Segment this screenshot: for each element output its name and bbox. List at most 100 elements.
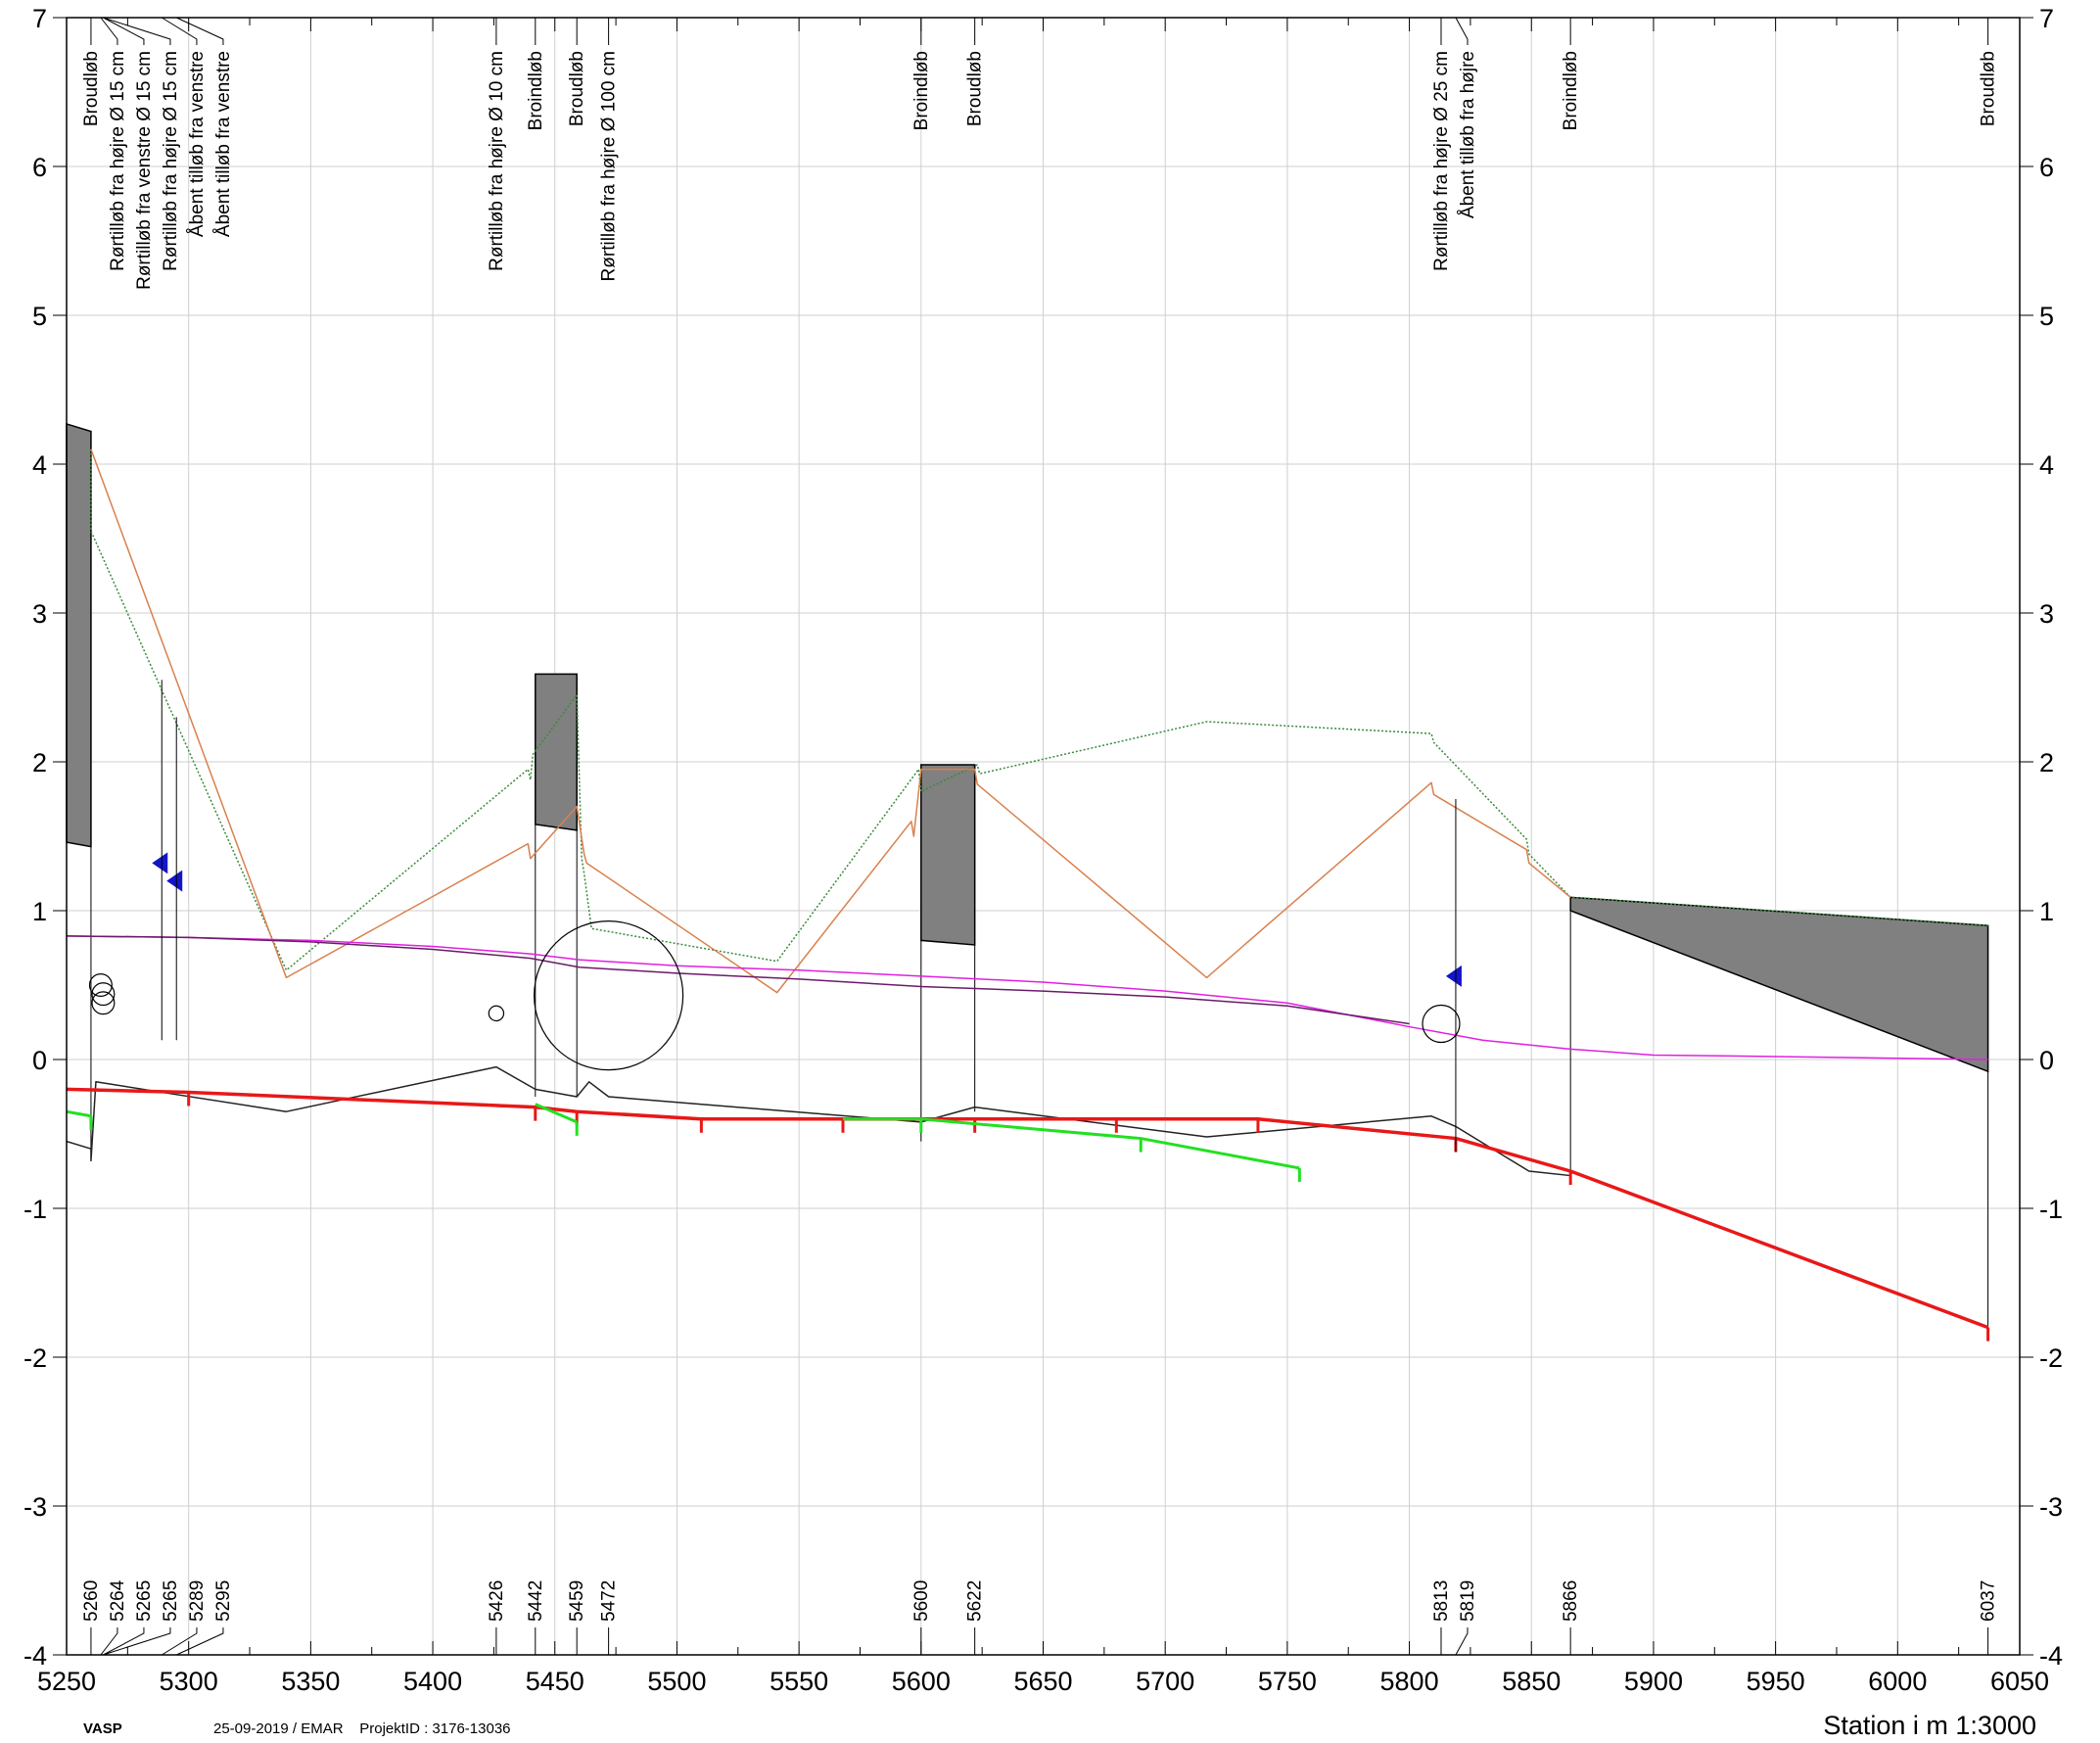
grid: [67, 18, 2020, 1655]
footer-meta: 25-09-2019 / EMAR ProjektID : 3176-13036: [213, 1720, 511, 1737]
x-tick-label: 5850: [1502, 1667, 1561, 1696]
station-label: 5866: [1561, 1580, 1581, 1622]
annotation-label: Åbent tilløb fra venstre: [187, 51, 208, 237]
y-tick-label-left: -4: [23, 1641, 47, 1671]
station-leader: [100, 1627, 118, 1656]
annotation-leader: [103, 17, 171, 45]
station-label: 5289: [187, 1580, 208, 1622]
annotation-leader: [1455, 17, 1469, 45]
y-tick-label-right: 2: [2039, 748, 2054, 777]
annotation-label: Broindløb: [911, 51, 932, 130]
station-label: 5600: [911, 1580, 932, 1622]
x-tick-label: 5350: [281, 1667, 340, 1696]
profile-series: [67, 448, 1990, 1342]
station-label: 5459: [567, 1580, 587, 1622]
open-inlet-marker: [152, 852, 168, 874]
annotation-label: Broindløb: [526, 51, 546, 130]
annotation-label: Broudløb: [1979, 51, 1999, 126]
y-tick-label-left: 2: [32, 748, 47, 777]
station-leader: [176, 1627, 224, 1656]
x-tick-label: 5600: [892, 1667, 951, 1696]
profile-series-line: [90, 448, 1571, 994]
y-tick-label-right: -4: [2039, 1641, 2063, 1671]
station-vertical-lines: [161, 680, 1457, 1153]
x-tick-label: 5750: [1258, 1667, 1317, 1696]
x-tick-label: 5650: [1013, 1667, 1072, 1696]
x-tick-label: 5950: [1747, 1667, 1805, 1696]
x-tick-label: 6050: [1990, 1667, 2049, 1696]
y-tick-label-left: 1: [32, 897, 47, 926]
y-tick-label-left: 4: [32, 450, 47, 480]
profile-series-line: [90, 448, 1988, 971]
x-tick-label: 5500: [647, 1667, 706, 1696]
annotation-label: Rørtilløb fra højre Ø 15 cm: [108, 51, 128, 271]
y-tick-label-left: 0: [32, 1046, 47, 1075]
annotation-leader: [161, 17, 198, 45]
station-label: 5819: [1458, 1580, 1478, 1622]
profile-series-line: [535, 1103, 578, 1124]
x-tick-label: 5550: [770, 1667, 828, 1696]
pipe-inlet-circle: [1422, 1004, 1461, 1044]
bridge-sections: [66, 422, 1989, 1328]
y-tick-label-right: 0: [2039, 1046, 2054, 1075]
station-label: 5295: [213, 1580, 234, 1622]
open-inlet-marker: [1445, 965, 1462, 987]
profile-series-line: [67, 935, 1988, 1060]
station-label: 5813: [1431, 1580, 1452, 1622]
station-label: 5442: [526, 1580, 546, 1622]
y-tick-label-left: 3: [32, 599, 47, 629]
station-label: 5426: [487, 1580, 507, 1622]
x-tick-label: 5300: [160, 1667, 218, 1696]
top-annotations: Broudløb Rørtilløb fra højre Ø 15 cm Rørti…: [81, 17, 1999, 290]
y-tick-label-right: 1: [2039, 897, 2054, 926]
bridge-deck: [66, 422, 92, 848]
annotation-label: Åbent tilløb fra højre: [1458, 51, 1478, 218]
x-tick-label: 5700: [1136, 1667, 1194, 1696]
pipe-inlets: [88, 920, 1461, 1071]
x-tick-label: 5250: [37, 1667, 96, 1696]
x-tick-label: 5400: [403, 1667, 462, 1696]
inlet-markers: [152, 852, 1462, 987]
annotation-label: Broindløb: [1561, 51, 1581, 130]
bridge-deck: [535, 673, 578, 831]
station-label: 5622: [965, 1580, 986, 1622]
annotation-label: Åbent tilløb fra venstre: [213, 51, 234, 237]
y-tick-label-right: -1: [2039, 1195, 2063, 1224]
station-leader: [103, 1627, 171, 1656]
station-label: 5472: [599, 1580, 620, 1622]
y-tick-label-right: -2: [2039, 1343, 2063, 1373]
y-tick-label-right: 6: [2039, 153, 2054, 182]
y-tick-label-left: -3: [23, 1492, 47, 1522]
pipe-inlet-circle: [91, 991, 116, 1015]
profile-series-line: [67, 1109, 92, 1118]
station-leader: [103, 1627, 145, 1656]
x-tick-label: 5800: [1380, 1667, 1439, 1696]
y-tick-label-right: 7: [2039, 4, 2054, 33]
y-tick-label-right: -3: [2039, 1492, 2063, 1522]
x-tick-label: 5450: [526, 1667, 584, 1696]
bridge-deck: [1569, 896, 1989, 1073]
annotation-label: Rørtilløb fra højre Ø 25 cm: [1431, 51, 1452, 271]
y-tick-label-left: 7: [32, 4, 47, 33]
footer-app-name: VASP: [83, 1720, 122, 1737]
pipe-inlet-circle: [534, 920, 684, 1071]
station-label: 5265: [134, 1580, 155, 1622]
profile-series-line: [843, 1117, 1300, 1170]
annotation-label: Rørtilløb fra venstre Ø 15 cm: [134, 51, 155, 290]
bridge-deck: [920, 764, 976, 946]
y-tick-label-left: -2: [23, 1343, 47, 1373]
station-label: 6037: [1979, 1580, 1999, 1622]
profile-series-line: [67, 1065, 1571, 1177]
annotation-label: Broudløb: [567, 51, 587, 126]
y-tick-label-right: 5: [2039, 302, 2054, 331]
x-tick-label: 5900: [1624, 1667, 1683, 1696]
station-leader: [1455, 1627, 1469, 1656]
y-tick-label-right: 4: [2039, 450, 2054, 480]
annotation-label: Broudløb: [965, 51, 986, 126]
open-inlet-marker: [166, 870, 183, 892]
y-tick-label-left: 6: [32, 153, 47, 182]
annotation-leader: [176, 17, 224, 45]
station-label: 5264: [108, 1579, 128, 1622]
station-leader: [161, 1627, 198, 1656]
annotation-leader: [100, 17, 118, 45]
